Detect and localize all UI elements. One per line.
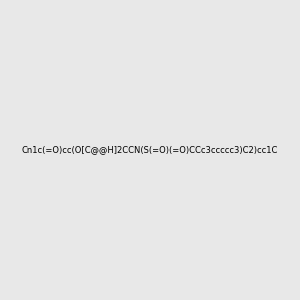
Text: Cn1c(=O)cc(O[C@@H]2CCN(S(=O)(=O)CCc3ccccc3)C2)cc1C: Cn1c(=O)cc(O[C@@H]2CCN(S(=O)(=O)CCc3cccc…: [22, 146, 278, 154]
